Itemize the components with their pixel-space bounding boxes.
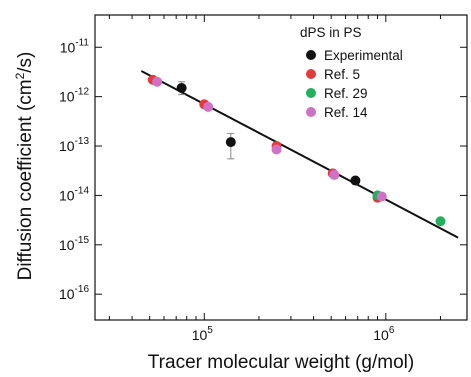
tick-group: 10-11 10-12 10-13 10-14 10-15 10-16 105 106: [59, 15, 467, 343]
y-axis-title: Diffusion coefficient (cm2/s): [13, 52, 36, 281]
point-ref-14: [376, 191, 387, 202]
point-ref-14: [271, 144, 282, 155]
data-points: [147, 74, 446, 227]
legend-title: dPS in PS: [300, 25, 362, 40]
x-axis-title: Tracer molecular weight (g/mol): [148, 352, 414, 373]
legend-marker: [306, 69, 316, 79]
x-tick-label: 106: [373, 325, 395, 343]
y-tick-label: 10-15: [59, 235, 89, 253]
y-tick-label: 10-14: [59, 185, 89, 203]
legend-marker: [306, 50, 316, 60]
point-experimental: [225, 137, 236, 148]
legend-label: Ref. 5: [324, 67, 360, 82]
legend-label: Ref. 14: [324, 105, 368, 120]
plot-frame: [94, 14, 468, 321]
point-ref-14: [203, 101, 214, 112]
point-ref-29: [435, 216, 446, 227]
legend: dPS in PS Experimental Ref. 5 Ref. 29 Ref. …: [300, 25, 403, 120]
point-ref-14: [152, 76, 163, 87]
y-tick-label: 10-11: [60, 37, 90, 55]
legend-marker: [306, 107, 316, 117]
y-tick-label: 10-13: [59, 136, 89, 154]
y-tick-label: 10-16: [59, 284, 89, 302]
y-tick-label: 10-12: [59, 87, 89, 105]
fit-line-group: [140, 70, 459, 239]
legend-label: Experimental: [324, 48, 403, 63]
legend-marker: [306, 88, 316, 98]
legend-label: Ref. 29: [324, 86, 368, 101]
fit-line: [140, 70, 459, 239]
point-experimental: [176, 82, 187, 93]
point-experimental: [350, 175, 361, 186]
point-ref-14: [329, 169, 340, 180]
x-tick-label: 105: [192, 325, 214, 343]
